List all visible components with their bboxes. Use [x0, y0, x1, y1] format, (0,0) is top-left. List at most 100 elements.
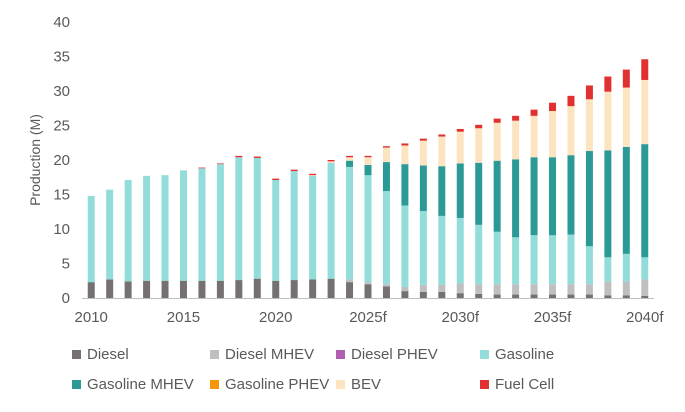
- bar-segment-gasoline-mhev: [401, 164, 409, 206]
- bar-segment-fuel-cell: [272, 178, 280, 181]
- bar-segment-gasoline-mhev: [456, 163, 464, 218]
- bar-segment-diesel: [143, 280, 151, 298]
- legend-swatch: [336, 379, 345, 389]
- legend-label: Fuel Cell: [495, 375, 555, 393]
- bar-segment-gasoline: [419, 211, 427, 285]
- bar-stack: [641, 59, 649, 298]
- bar-stack: [530, 109, 538, 298]
- bar-segment-diesel-mhev: [401, 286, 409, 292]
- bar-segment-bev: [493, 122, 501, 161]
- legend-label: Gasoline MHEV: [87, 375, 194, 393]
- x-tick-label: 2020: [259, 309, 292, 326]
- y-tick-label: 10: [53, 221, 70, 238]
- bar-segment-gasoline: [253, 157, 261, 279]
- bar-segment-diesel: [604, 295, 612, 298]
- bar-stack: [309, 173, 317, 298]
- legend-label: BEV: [351, 375, 382, 393]
- bar-stack: [161, 175, 169, 298]
- x-tick-label: 2035f: [534, 309, 572, 326]
- bar-segment-bev: [438, 136, 446, 167]
- bar-segment-bev: [530, 115, 538, 158]
- bar-segment-gasoline: [179, 170, 187, 281]
- bar-segment-diesel-mhev: [622, 281, 630, 296]
- bar-segment-diesel: [253, 278, 261, 298]
- bar-segment-fuel-cell: [364, 155, 372, 158]
- bar-segment-gasoline: [309, 175, 317, 280]
- bar-segment-gasoline: [87, 195, 95, 283]
- bar-segment-bev: [382, 147, 390, 163]
- bar-segment-diesel: [216, 280, 224, 298]
- bar-segment-bev: [585, 99, 593, 152]
- bar-segment-bev: [456, 131, 464, 164]
- bar-segment-gasoline-mhev: [567, 155, 575, 235]
- bar-segment-gasoline: [530, 235, 538, 285]
- bar-segment-diesel: [124, 281, 132, 298]
- bar-segment-fuel-cell: [567, 95, 575, 107]
- bar-stack: [87, 195, 95, 298]
- bar-segment-gasoline: [622, 253, 630, 282]
- bar-segment-bev: [512, 120, 520, 160]
- bar-segment-diesel-mhev: [549, 284, 557, 295]
- bar-segment-diesel: [530, 294, 538, 298]
- bar-segment-gasoline-mhev: [493, 160, 501, 232]
- bar-segment-diesel: [493, 294, 501, 298]
- bar-segment-fuel-cell: [438, 134, 446, 137]
- bar-stack: [549, 102, 557, 298]
- bar-segment-fuel-cell: [493, 118, 501, 123]
- bar-stack: [475, 124, 483, 298]
- bar-segment-fuel-cell: [382, 146, 390, 148]
- bar-segment-diesel-mhev: [475, 284, 483, 294]
- bar-stack: [253, 156, 261, 298]
- bar-stack: [567, 95, 575, 298]
- bar-segment-gasoline: [290, 171, 298, 281]
- bar-stack: [493, 118, 501, 298]
- bar-segment-diesel: [382, 286, 390, 298]
- legend-item: Diesel: [72, 344, 129, 364]
- bar-segment-diesel-mhev: [438, 284, 446, 292]
- bar-segment-gasoline: [235, 157, 243, 281]
- bar-segment-bev: [475, 128, 483, 163]
- bar-segment-gasoline: [106, 189, 114, 280]
- x-tick-label: 2025f: [349, 309, 387, 326]
- bar-segment-bev: [401, 145, 409, 165]
- bar-segment-diesel-mhev: [585, 284, 593, 295]
- bar-segment-gasoline-mhev: [346, 160, 354, 167]
- bar-segment-diesel: [438, 291, 446, 298]
- bar-segment-bev: [567, 106, 575, 156]
- bar-segment-diesel: [567, 294, 575, 298]
- bar-stack: [364, 155, 372, 298]
- bar-segment-gasoline: [272, 180, 280, 281]
- bar-segment-gasoline-mhev: [382, 162, 390, 192]
- bar-segment-diesel-mhev: [364, 282, 372, 285]
- bar-segment-diesel: [456, 293, 464, 298]
- y-tick-label: 15: [53, 187, 70, 204]
- bar-segment-bev: [327, 161, 335, 163]
- bar-segment-diesel-mhev: [530, 284, 538, 295]
- legend-item: Fuel Cell: [480, 374, 554, 394]
- bar-segment-diesel: [641, 295, 649, 298]
- bar-segment-fuel-cell: [346, 155, 354, 158]
- x-tick-label: 2010: [75, 309, 108, 326]
- bar-segment-diesel-mhev: [641, 279, 649, 296]
- legend-label: Diesel MHEV: [225, 345, 315, 363]
- bar-stack: [419, 138, 427, 298]
- bar-segment-gasoline-mhev: [604, 150, 612, 258]
- x-tick-label: 2040f: [626, 309, 664, 326]
- bar-segment-fuel-cell: [585, 85, 593, 100]
- legend-label: Gasoline PHEV: [225, 375, 330, 393]
- bar-segment-diesel-mhev: [456, 283, 464, 294]
- legend-item: Gasoline: [480, 344, 554, 364]
- y-tick-label: 20: [53, 152, 70, 169]
- bars: [87, 59, 649, 298]
- bar-segment-fuel-cell: [604, 76, 612, 92]
- bar-segment-fuel-cell: [456, 128, 464, 132]
- bar-stack: [179, 170, 187, 298]
- bar-segment-gasoline: [198, 168, 206, 281]
- bar-segment-diesel: [106, 279, 114, 298]
- y-axis-title: Production (M): [27, 114, 43, 206]
- y-tick-label: 5: [62, 256, 70, 273]
- bar-stack: [143, 175, 151, 298]
- y-tick-label: 35: [53, 49, 70, 66]
- y-tick-label: 40: [53, 14, 70, 31]
- bar-segment-fuel-cell: [622, 69, 630, 88]
